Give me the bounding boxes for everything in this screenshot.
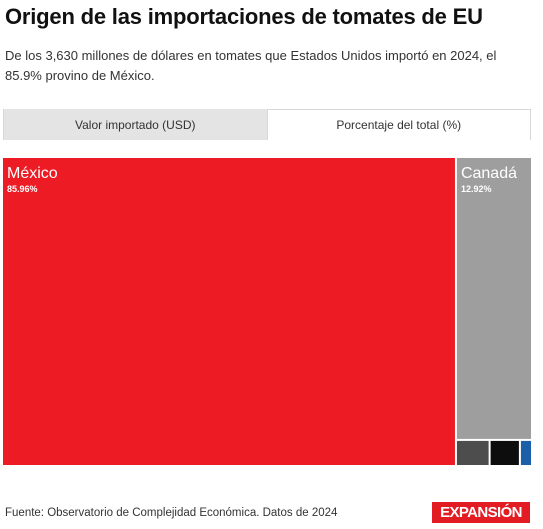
- treemap-cell-canada[interactable]: [456, 158, 531, 439]
- treemap-label-mexico: México: [7, 165, 58, 182]
- tab-valor-importado[interactable]: Valor importado (USD): [3, 109, 267, 140]
- view-tabs: Valor importado (USD) Porcentaje del tot…: [3, 109, 531, 140]
- treemap-chart: México 85.96% Canadá 12.92%: [3, 158, 531, 465]
- treemap-value-canada: 12.92%: [461, 184, 492, 194]
- treemap-label-canada: Canadá: [461, 165, 517, 182]
- expansion-logo: EXPANSIÓN: [432, 502, 530, 523]
- treemap-value-mexico: 85.96%: [7, 184, 38, 194]
- chart-subtitle: De los 3,630 millones de dólares en toma…: [5, 48, 497, 83]
- treemap-cell-other-1[interactable]: [456, 440, 489, 465]
- treemap-cell-other-3[interactable]: [520, 440, 531, 465]
- source-note: Fuente: Observatorio de Complejidad Econ…: [5, 507, 338, 519]
- treemap-cell-mexico[interactable]: [3, 158, 455, 465]
- chart-title: Origen de las importaciones de tomates d…: [5, 4, 483, 29]
- tab-porcentaje-total[interactable]: Porcentaje del total (%): [266, 109, 531, 140]
- treemap-cell-other-2[interactable]: [490, 440, 519, 465]
